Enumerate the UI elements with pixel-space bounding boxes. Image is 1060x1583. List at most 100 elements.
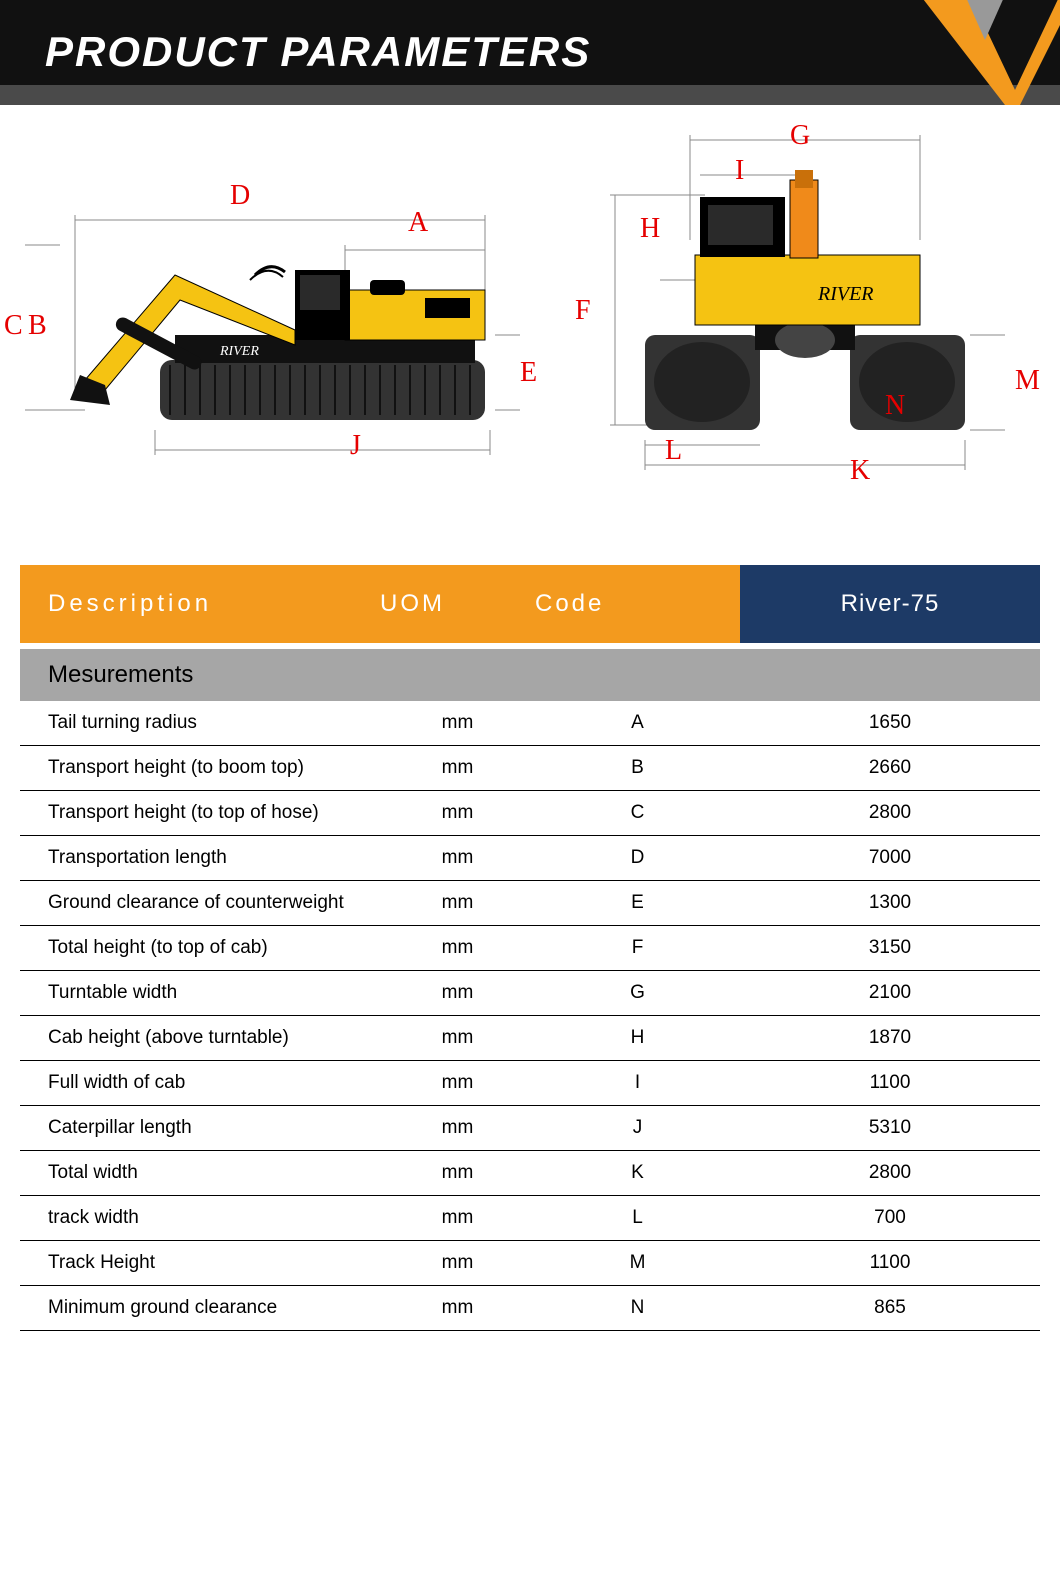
cell-uom: mm — [380, 926, 535, 971]
cell-code: M — [535, 1241, 740, 1286]
cell-value: 1300 — [740, 881, 1040, 926]
dim-label-L: L — [665, 435, 682, 467]
table-row: Tail turning radiusmmA1650 — [20, 701, 1040, 746]
cell-value: 700 — [740, 1196, 1040, 1241]
cell-code: H — [535, 1016, 740, 1061]
dim-label-M: M — [1015, 365, 1040, 397]
cell-code: G — [535, 971, 740, 1016]
table-row: Cab height (above turntable)mmH1870 — [20, 1016, 1040, 1061]
cell-desc: Transportation length — [20, 836, 380, 881]
cell-code: K — [535, 1151, 740, 1196]
cell-uom: mm — [380, 1241, 535, 1286]
table-row: Caterpillar lengthmmJ5310 — [20, 1106, 1040, 1151]
dim-label-B: B — [28, 310, 47, 342]
cell-code: J — [535, 1106, 740, 1151]
cell-uom: mm — [380, 971, 535, 1016]
cell-uom: mm — [380, 1106, 535, 1151]
cell-desc: Turntable width — [20, 971, 380, 1016]
banner: PRODUCT PARAMETERS — [0, 0, 1060, 105]
table-row: Ground clearance of counterweightmmE1300 — [20, 881, 1040, 926]
cell-uom: mm — [380, 746, 535, 791]
table-row: Minimum ground clearancemmN865 — [20, 1286, 1040, 1331]
dim-label-E: E — [520, 357, 537, 389]
page-title: PRODUCT PARAMETERS — [45, 28, 591, 76]
cell-uom: mm — [380, 881, 535, 926]
cell-code: I — [535, 1061, 740, 1106]
cell-uom: mm — [380, 1016, 535, 1061]
table-row: Total widthmmK2800 — [20, 1151, 1040, 1196]
cell-value: 1100 — [740, 1061, 1040, 1106]
excavator-front-view-icon: RIVER — [560, 125, 1050, 495]
dim-label-J: J — [350, 430, 361, 462]
cell-code: L — [535, 1196, 740, 1241]
cell-uom: mm — [380, 836, 535, 881]
v-logo-icon — [885, 0, 1060, 105]
cell-uom: mm — [380, 1286, 535, 1331]
spec-table: Tail turning radiusmmA1650Transport heig… — [20, 701, 1040, 1331]
cell-value: 1100 — [740, 1241, 1040, 1286]
table-row: Transportation lengthmmD7000 — [20, 836, 1040, 881]
cell-uom: mm — [380, 791, 535, 836]
table-row: Transport height (to top of hose)mmC2800 — [20, 791, 1040, 836]
cell-value: 3150 — [740, 926, 1040, 971]
dim-label-A: A — [408, 207, 428, 239]
table-row: Total height (to top of cab)mmF3150 — [20, 926, 1040, 971]
dim-label-H: H — [640, 213, 660, 245]
cell-desc: Total width — [20, 1151, 380, 1196]
cell-desc: Cab height (above turntable) — [20, 1016, 380, 1061]
header-code: Code — [535, 565, 740, 643]
cell-code: A — [535, 701, 740, 746]
svg-text:RIVER: RIVER — [219, 344, 259, 359]
cell-desc: track width — [20, 1196, 380, 1241]
table-row: Full width of cabmmI1100 — [20, 1061, 1040, 1106]
cell-value: 2800 — [740, 791, 1040, 836]
cell-code: B — [535, 746, 740, 791]
cell-value: 2660 — [740, 746, 1040, 791]
cell-uom: mm — [380, 1151, 535, 1196]
cell-desc: Total height (to top of cab) — [20, 926, 380, 971]
cell-desc: Transport height (to boom top) — [20, 746, 380, 791]
cell-desc: Tail turning radius — [20, 701, 380, 746]
cell-value: 7000 — [740, 836, 1040, 881]
cell-uom: mm — [380, 1061, 535, 1106]
dim-label-C: C — [4, 310, 23, 342]
cell-uom: mm — [380, 701, 535, 746]
cell-code: F — [535, 926, 740, 971]
cell-desc: Track Height — [20, 1241, 380, 1286]
cell-value: 2100 — [740, 971, 1040, 1016]
table-header-row: Description UOM Code River-75 — [20, 565, 1040, 643]
table-row: Turntable widthmmG2100 — [20, 971, 1040, 1016]
cell-code: D — [535, 836, 740, 881]
cell-desc: Caterpillar length — [20, 1106, 380, 1151]
header-description: Description — [20, 565, 380, 643]
dim-label-I: I — [735, 155, 744, 187]
table-row: Transport height (to boom top)mmB2660 — [20, 746, 1040, 791]
header-model: River-75 — [740, 565, 1040, 643]
cell-value: 1650 — [740, 701, 1040, 746]
cell-desc: Full width of cab — [20, 1061, 380, 1106]
section-measurements: Mesurements — [20, 649, 1040, 701]
cell-uom: mm — [380, 1196, 535, 1241]
spec-table-wrap: Description UOM Code River-75 Mesurement… — [0, 535, 1060, 1371]
cell-code: E — [535, 881, 740, 926]
cell-value: 1870 — [740, 1016, 1040, 1061]
cell-desc: Minimum ground clearance — [20, 1286, 380, 1331]
table-row: track widthmmL700 — [20, 1196, 1040, 1241]
cell-code: N — [535, 1286, 740, 1331]
dim-label-D: D — [230, 180, 250, 212]
svg-text:RIVER: RIVER — [817, 283, 874, 305]
cell-value: 5310 — [740, 1106, 1040, 1151]
header-uom: UOM — [380, 565, 535, 643]
cell-desc: Transport height (to top of hose) — [20, 791, 380, 836]
cell-code: C — [535, 791, 740, 836]
cell-desc: Ground clearance of counterweight — [20, 881, 380, 926]
cell-value: 865 — [740, 1286, 1040, 1331]
dim-label-G: G — [790, 120, 810, 152]
table-row: Track HeightmmM1100 — [20, 1241, 1040, 1286]
cell-value: 2800 — [740, 1151, 1040, 1196]
dim-label-F: F — [575, 295, 591, 327]
dim-label-N: N — [885, 390, 905, 422]
dim-label-K: K — [850, 455, 870, 487]
diagram-area: RIVER D A C B E J — [0, 105, 1060, 535]
excavator-side-view-icon: RIVER — [25, 180, 535, 490]
